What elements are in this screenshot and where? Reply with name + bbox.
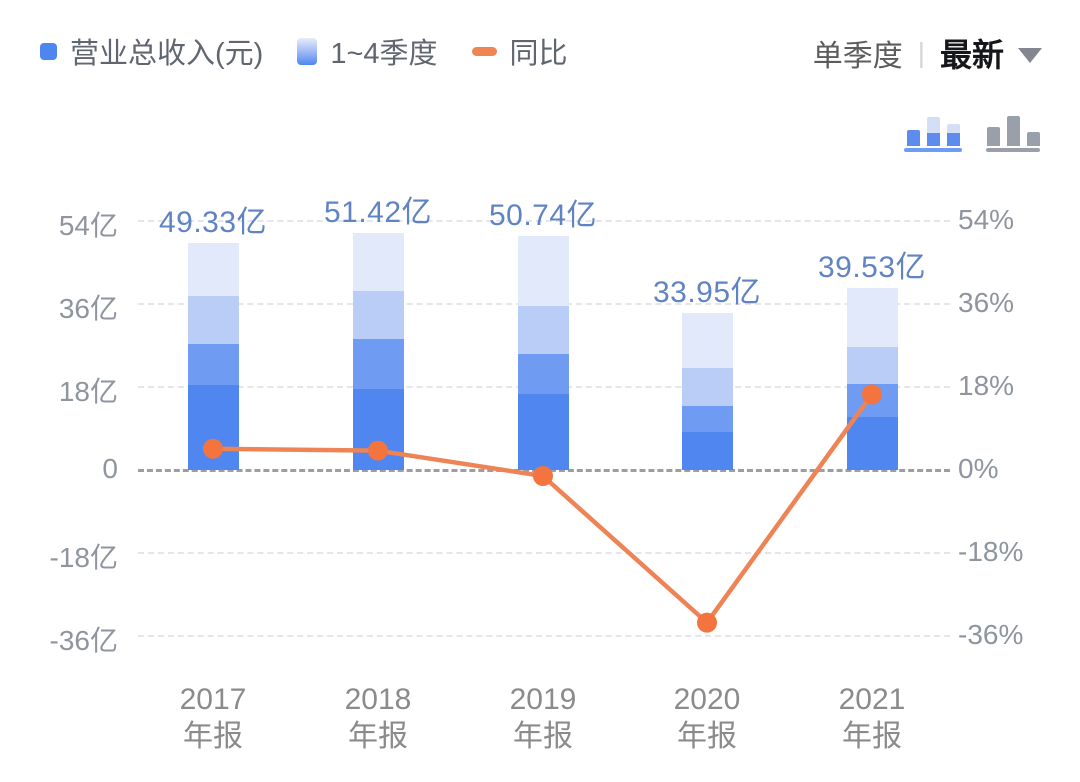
x-label-report: 年报 [677, 720, 737, 753]
y-axis-label-right: -18% [958, 535, 1024, 567]
y-axis-label-right: 0% [958, 453, 999, 484]
x-axis-label: 2021 年报 [787, 681, 957, 755]
gridline [138, 634, 950, 637]
bar-segment-q4 [352, 232, 404, 292]
bar-value-label: 33.95亿 [652, 276, 762, 310]
y-axis-label-right: 54% [958, 204, 1015, 235]
bar-segment-q3 [517, 306, 569, 354]
legend-label-quarters: 1~4季度 [330, 38, 438, 70]
legend-label-yoy: 同比 [509, 38, 568, 70]
bar-segment-q2 [846, 384, 898, 418]
y-axis-label-right: 36% [958, 287, 1015, 318]
bar-segment-q3 [352, 291, 404, 339]
gridline [138, 220, 950, 222]
x-label-year: 2017 [179, 683, 247, 716]
bar-value-label: 39.53亿 [817, 250, 927, 284]
gradient-bar-icon [297, 37, 318, 65]
bar-segment-q4 [846, 287, 898, 348]
bar-segment-q2 [681, 405, 733, 433]
icon-bar [1026, 132, 1040, 146]
x-label-report: 年报 [183, 720, 243, 753]
blue-square-icon [40, 42, 57, 60]
icon-bar [1006, 116, 1020, 146]
icon-bar [986, 127, 1000, 146]
y-axis-label-left: 18亿 [58, 376, 118, 407]
x-label-report: 年报 [513, 720, 573, 753]
y-axis-label-left: 36亿 [58, 293, 118, 324]
x-axis-label: 2019 年报 [458, 681, 628, 755]
bar-segment-q1 [846, 417, 898, 470]
stacked-bar-icon-bars [904, 114, 962, 146]
y-axis-label-left: 54亿 [58, 210, 118, 241]
bar-segment-q4 [681, 313, 733, 368]
stacked-bar-2019[interactable] [517, 236, 569, 470]
x-label-year: 2019 [509, 683, 577, 716]
separator: | [917, 37, 925, 68]
x-label-year: 2021 [838, 683, 906, 716]
grouped-bar-chart-icon[interactable] [986, 114, 1040, 152]
bar-segment-q4 [517, 236, 569, 307]
bar-segment-q1 [352, 389, 404, 470]
bar-value-label: 51.42亿 [323, 195, 433, 229]
legend-item-total-revenue[interactable]: 营业总收入(元) [40, 30, 263, 72]
gridline [138, 551, 950, 554]
icon-bar [946, 124, 960, 146]
x-label-report: 年报 [842, 720, 902, 753]
bar-segment-q3 [681, 367, 733, 406]
bar-value-label: 49.33亿 [158, 205, 268, 239]
x-label-year: 2020 [673, 683, 741, 716]
y-axis-label-right: -36% [958, 618, 1024, 650]
bar-segment-q2 [517, 353, 569, 395]
x-axis-label: 2020 年报 [622, 681, 792, 755]
stacked-bar-2017[interactable] [187, 242, 239, 470]
legend-item-yoy[interactable]: 同比 [471, 30, 568, 72]
x-axis-label: 2018 年报 [293, 681, 463, 755]
y-axis-label-left: -18亿 [49, 541, 118, 573]
bar-segment-q3 [187, 296, 239, 345]
chevron-down-icon [1018, 47, 1042, 63]
icon-baseline [904, 148, 962, 152]
stacked-bar-2018[interactable] [352, 232, 404, 470]
orange-dash-icon [471, 46, 497, 56]
icon-bar [926, 117, 940, 146]
bar-segment-q3 [846, 347, 898, 385]
icon-bar [906, 130, 920, 146]
stacked-bar-2021[interactable] [846, 287, 898, 470]
mode-label: 最新 [939, 37, 1004, 73]
bar-segment-q1 [681, 432, 733, 470]
stacked-bar-chart-icon[interactable] [904, 114, 962, 152]
bar-segment-q1 [517, 394, 569, 470]
legend-label-total-revenue: 营业总收入(元) [70, 38, 264, 70]
bar-value-label: 50.74亿 [488, 199, 598, 233]
bar-segment-q2 [187, 344, 239, 386]
legend-item-quarters[interactable]: 1~4季度 [297, 30, 438, 72]
period-mode-dropdown[interactable]: 单季度 | 最新 [813, 30, 1042, 76]
period-label: 单季度 [812, 40, 903, 73]
grouped-bar-icon-bars [986, 114, 1040, 146]
y-axis-label-left: -36亿 [49, 624, 118, 656]
stacked-bar-2020[interactable] [681, 313, 733, 470]
x-axis-label: 2017 年报 [128, 681, 298, 755]
bar-segment-q1 [187, 385, 239, 470]
x-label-year: 2018 [344, 683, 412, 716]
yoy-point[interactable] [697, 612, 717, 633]
x-label-report: 年报 [348, 720, 408, 753]
chart-legend: 营业总收入(元) 1~4季度 同比 [40, 30, 568, 72]
bar-segment-q2 [352, 338, 404, 390]
y-axis-label-right: 18% [958, 370, 1015, 401]
bar-segment-q4 [187, 242, 239, 297]
icon-baseline [986, 148, 1040, 152]
y-axis-label-left: 0 [102, 453, 118, 484]
